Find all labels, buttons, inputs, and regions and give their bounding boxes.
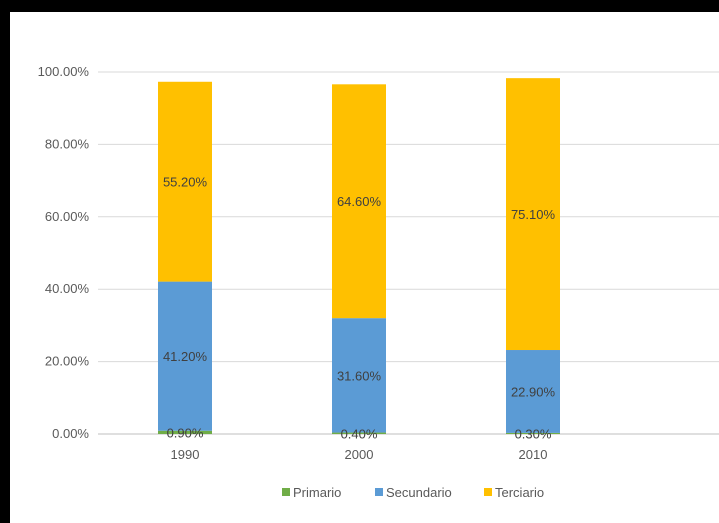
data-label-primario-2010: 0.30% <box>515 426 552 441</box>
legend-swatch-secundario <box>375 488 383 496</box>
bars <box>158 78 560 434</box>
x-tick-label: 2010 <box>519 447 548 462</box>
legend: Primario Secundario Terciario <box>282 485 544 500</box>
y-tick-label: 0.00% <box>52 426 89 441</box>
chart-area: 0.00% 20.00% 40.00% 60.00% 80.00% 100.00% 0.9… <box>10 12 719 523</box>
x-tick-label: 2000 <box>345 447 374 462</box>
legend-swatch-terciario <box>484 488 492 496</box>
x-tick-label: 1990 <box>171 447 200 462</box>
data-label-secundario-2000: 31.60% <box>337 368 382 383</box>
legend-label-secundario: Secundario <box>386 485 452 500</box>
bar-primario-2000 <box>332 432 386 434</box>
legend-swatch-primario <box>282 488 290 496</box>
data-label-secundario-1990: 41.20% <box>163 349 208 364</box>
y-tick-label: 80.00% <box>45 136 90 151</box>
bar-secundario-2010 <box>506 350 560 433</box>
data-label-terciario-1990: 55.20% <box>163 175 208 190</box>
y-tick-label: 60.00% <box>45 209 90 224</box>
stacked-bar-chart: 0.00% 20.00% 40.00% 60.00% 80.00% 100.00% 0.9… <box>38 64 719 500</box>
data-label-primario-1990: 0.90% <box>167 425 204 440</box>
bar-terciario-2010 <box>506 78 560 351</box>
bar-primario-1990 <box>158 430 212 434</box>
y-axis-ticks: 0.00% 20.00% 40.00% 60.00% 80.00% 100.00% <box>38 64 90 441</box>
x-axis-ticks: 1990 2000 2010 <box>171 447 548 462</box>
bar-terciario-1990 <box>158 81 212 282</box>
bar-primario-2010 <box>506 432 560 434</box>
bar-secundario-1990 <box>158 281 212 431</box>
data-label-terciario-2000: 64.60% <box>337 194 382 209</box>
y-tick-label: 40.00% <box>45 281 90 296</box>
bar-secundario-2000 <box>332 318 386 433</box>
y-tick-label: 100.00% <box>38 64 90 79</box>
data-label-primario-2000: 0.40% <box>341 426 378 441</box>
y-tick-label: 20.00% <box>45 354 90 369</box>
data-labels: 0.90% 41.20% 55.20% 0.40% 31.60% 64.60% 0.30% 2… <box>163 175 556 442</box>
legend-label-primario: Primario <box>293 485 341 500</box>
legend-label-terciario: Terciario <box>495 485 544 500</box>
data-label-secundario-2010: 22.90% <box>511 384 556 399</box>
bar-terciario-2000 <box>332 84 386 319</box>
data-label-terciario-2010: 75.10% <box>511 207 556 222</box>
